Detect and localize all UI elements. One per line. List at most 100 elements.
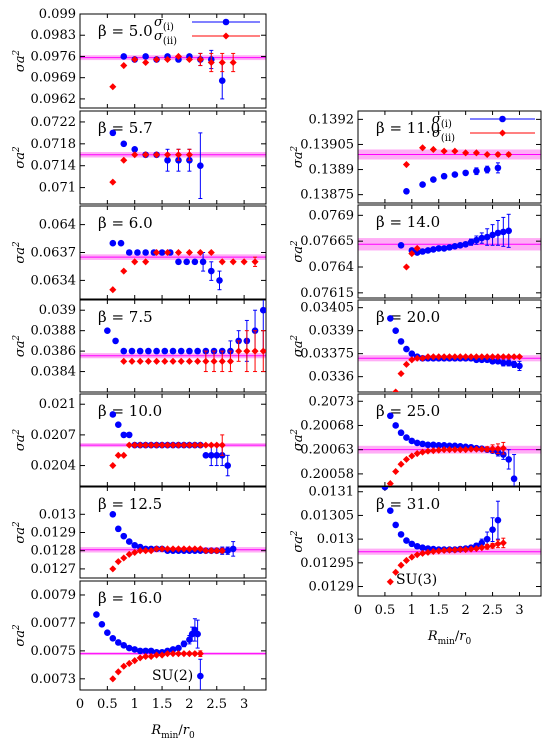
y-tick-label: 0.13905: [300, 137, 354, 152]
data-point: [202, 357, 210, 365]
data-point: [142, 58, 150, 67]
x-tick-label: 1: [131, 697, 139, 712]
data-point: [218, 441, 226, 449]
data-point: [472, 353, 480, 361]
data-point: [413, 450, 421, 458]
data-point: [440, 245, 448, 252]
beta-label: β = 12.5: [98, 495, 162, 513]
data-point: [202, 441, 210, 449]
data-point: [402, 263, 410, 271]
y-tick-label: 0.0073: [31, 672, 77, 687]
data-point: [185, 248, 193, 257]
data-point: [125, 431, 133, 439]
y-tick-label: 0.0969: [31, 71, 77, 86]
y-tick-label: 0.0204: [31, 459, 77, 474]
data-point: [505, 227, 513, 235]
data-point: [134, 249, 141, 256]
data-point: [473, 167, 480, 175]
data-point: [196, 441, 204, 449]
data-point: [435, 245, 443, 252]
series-sigma-i: [109, 239, 223, 291]
data-point: [403, 537, 410, 544]
data-point: [494, 516, 502, 524]
y-tick-label: 0.039: [39, 303, 76, 318]
data-point: [218, 77, 226, 85]
data-point: [510, 475, 518, 483]
data-point: [451, 546, 459, 554]
data-point: [483, 445, 491, 453]
x-tick-label: 1.5: [428, 603, 449, 618]
data-point: [500, 228, 507, 236]
data-point: [142, 53, 149, 60]
data-point: [229, 258, 237, 266]
data-point: [515, 353, 524, 361]
data-point: [397, 338, 405, 345]
data-point: [213, 441, 221, 449]
data-point: [136, 543, 144, 551]
y-tick-label: 0.20068: [300, 418, 354, 433]
data-point: [213, 452, 221, 459]
data-point: [104, 629, 111, 637]
y-tick-label: 0.0983: [31, 28, 77, 43]
data-point: [386, 507, 394, 514]
data-point: [120, 53, 128, 60]
data-point: [440, 147, 448, 155]
data-point: [440, 546, 448, 555]
beta-label: β = 20.0: [376, 308, 440, 326]
y-axis-label: σa2: [290, 335, 306, 358]
data-point: [114, 525, 122, 533]
y-tick-label: 0.064: [39, 218, 76, 233]
legend-marker: [499, 115, 506, 123]
beta-label: β = 14.0: [376, 213, 440, 231]
data-point: [98, 621, 106, 628]
data-point: [185, 650, 193, 658]
data-point: [413, 354, 421, 362]
x-tick-label: 2.5: [482, 603, 503, 618]
data-point: [131, 258, 139, 266]
beta-label: β = 5.7: [98, 119, 153, 137]
group-label: SU(3): [396, 572, 437, 588]
data-point: [489, 353, 497, 361]
data-point: [120, 554, 128, 562]
data-point: [131, 151, 139, 159]
data-point: [424, 548, 432, 556]
data-point: [408, 437, 416, 445]
legend-label-sigma-i: σ(i): [432, 112, 452, 130]
data-point: [145, 347, 152, 355]
data-point: [456, 242, 464, 249]
data-point: [478, 544, 486, 552]
data-point: [392, 568, 400, 576]
data-point: [226, 357, 234, 365]
data-point: [435, 442, 443, 449]
data-point: [218, 357, 226, 365]
data-point: [147, 652, 155, 660]
series-sigma-ii: [109, 148, 193, 186]
data-point: [207, 452, 215, 459]
y-tick-label: 0.0714: [31, 159, 77, 174]
data-point: [153, 357, 161, 365]
data-point: [120, 62, 128, 70]
data-point: [483, 353, 491, 361]
y-tick-label: 0.0637: [31, 246, 77, 261]
data-point: [424, 247, 432, 254]
y-tick-label: 0.0384: [31, 365, 77, 380]
data-point: [467, 545, 475, 553]
y-axis-label: σa2: [290, 429, 306, 452]
panel-frame: [79, 299, 267, 393]
data-point: [213, 547, 221, 555]
panel-frame: [357, 204, 542, 299]
data-point: [109, 83, 117, 91]
x-tick-label: 0.5: [375, 603, 396, 618]
data-point: [109, 511, 117, 518]
data-point: [174, 650, 183, 658]
data-point: [402, 360, 410, 368]
x-tick-label: 0: [76, 697, 84, 712]
data-point: [169, 357, 177, 365]
data-point: [429, 447, 437, 455]
data-point: [163, 151, 172, 159]
data-point: [386, 480, 394, 486]
